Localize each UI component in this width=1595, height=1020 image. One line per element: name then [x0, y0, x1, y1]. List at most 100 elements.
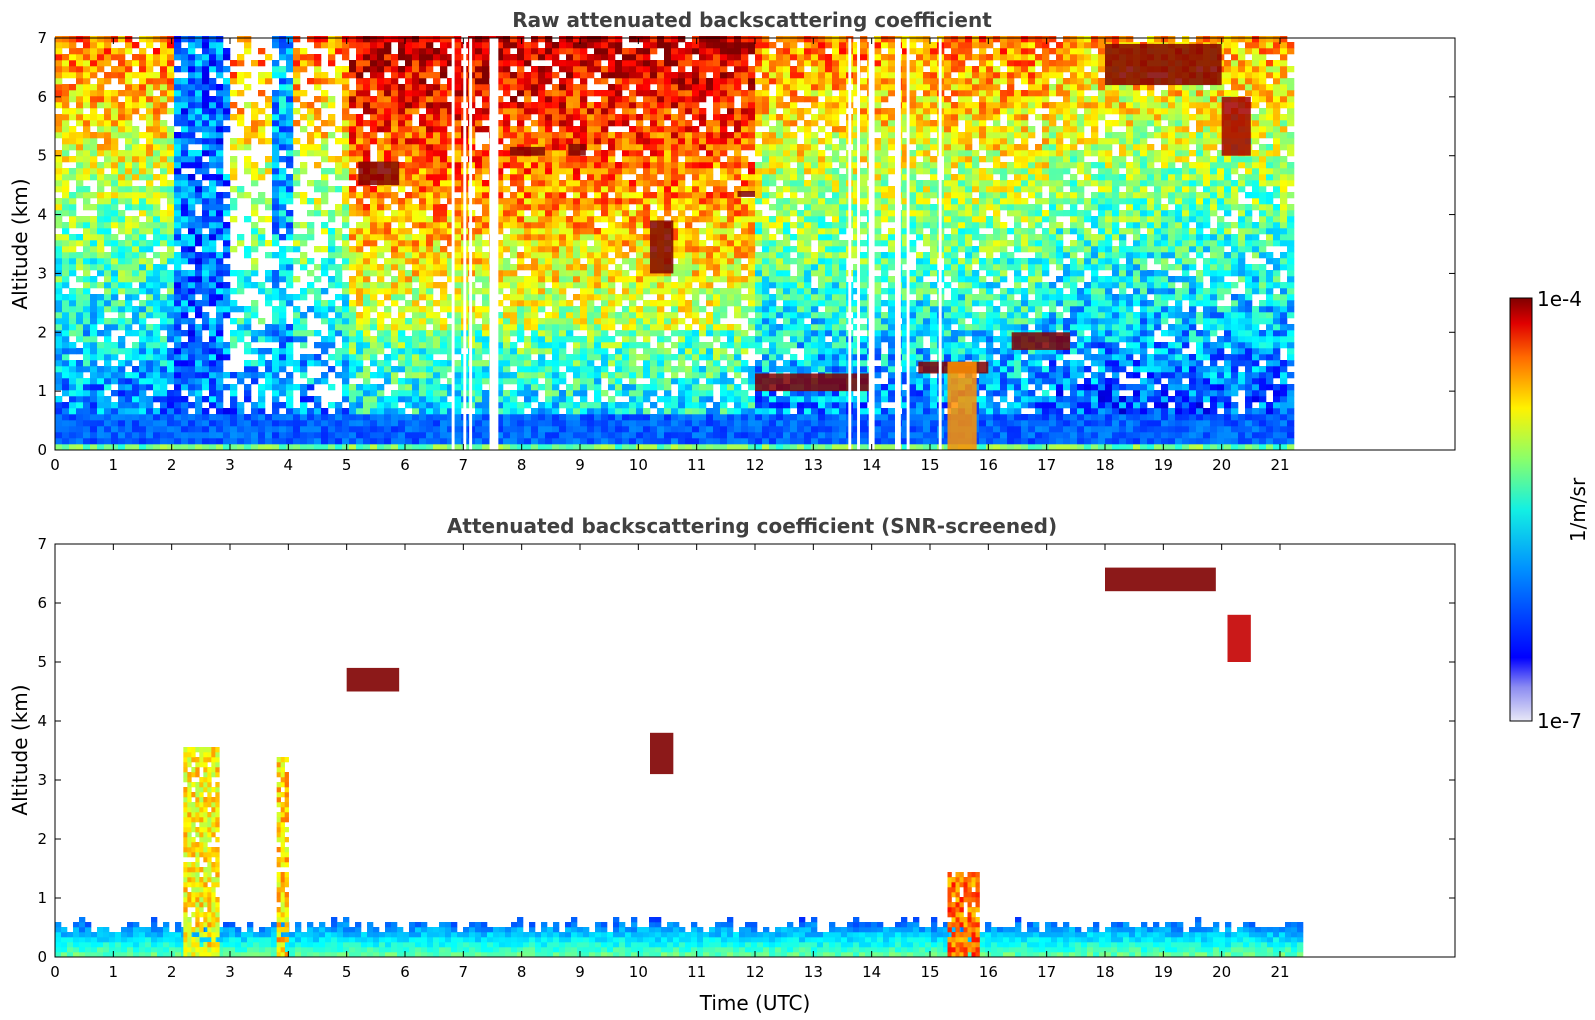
raw-cell: [503, 120, 511, 127]
raw-cell: [97, 168, 105, 175]
raw-cell: [55, 348, 63, 355]
raw-cell: [398, 264, 406, 271]
raw-cell: [391, 390, 399, 397]
raw-cell: [104, 138, 112, 145]
raw-cell: [377, 312, 385, 319]
raw-cell: [160, 438, 168, 445]
raw-cell: [608, 174, 616, 181]
raw-cell: [279, 42, 287, 49]
raw-cell: [251, 360, 259, 367]
raw-cell: [342, 72, 350, 79]
raw-cell: [104, 258, 112, 265]
raw-cell: [202, 120, 210, 127]
raw-cell: [496, 36, 504, 43]
raw-cell: [279, 192, 287, 199]
raw-cell: [552, 270, 560, 277]
raw-cell: [146, 42, 154, 49]
raw-cell: [83, 288, 91, 295]
raw-cell: [426, 114, 434, 121]
raw-cell: [475, 36, 483, 43]
raw-cell: [237, 330, 245, 337]
raw-cell: [391, 78, 399, 85]
raw-cell: [300, 240, 308, 247]
raw-cell: [412, 132, 420, 139]
raw-cell: [650, 372, 658, 379]
raw-cell: [230, 156, 238, 163]
raw-cell: [440, 348, 448, 355]
raw-cell: [125, 42, 133, 49]
raw-cell: [76, 390, 84, 397]
raw-cell: [62, 168, 70, 175]
raw-cell: [412, 48, 420, 55]
raw-cell: [286, 186, 294, 193]
raw-cell: [622, 120, 630, 127]
raw-cell: [629, 396, 637, 403]
raw-cell: [587, 324, 595, 331]
raw-cell: [580, 252, 588, 259]
raw-cell: [391, 66, 399, 73]
raw-cell: [580, 180, 588, 187]
raw-cell: [146, 330, 154, 337]
raw-cell: [279, 144, 287, 151]
raw-cell: [272, 186, 280, 193]
raw-cell: [601, 168, 609, 175]
raw-cell: [328, 186, 336, 193]
raw-cell: [384, 90, 392, 97]
raw-cell: [510, 84, 518, 91]
raw-cell: [482, 300, 490, 307]
raw-cell: [90, 438, 98, 445]
raw-cell: [62, 276, 70, 283]
raw-cell: [587, 216, 595, 223]
raw-cell: [412, 258, 420, 265]
raw-cell: [97, 228, 105, 235]
raw-cell: [573, 390, 581, 397]
raw-cell: [286, 84, 294, 91]
raw-cell: [279, 96, 287, 103]
raw-cell: [377, 318, 385, 325]
raw-cell: [167, 48, 175, 55]
raw-cell: [629, 282, 637, 289]
raw-cell: [356, 150, 364, 157]
raw-cell: [223, 90, 231, 97]
raw-cell: [104, 360, 112, 367]
raw-cell: [139, 324, 147, 331]
raw-cell: [258, 60, 266, 67]
raw-cell: [62, 318, 70, 325]
raw-cell: [482, 432, 490, 439]
raw-cell: [104, 210, 112, 217]
raw-cell: [510, 294, 518, 301]
raw-cell: [552, 60, 560, 67]
raw-cell: [244, 132, 252, 139]
raw-cell: [377, 102, 385, 109]
raw-cell: [174, 120, 182, 127]
raw-cell: [349, 258, 357, 265]
raw-cell: [384, 336, 392, 343]
raw-cell: [139, 246, 147, 253]
raw-cell: [146, 108, 154, 115]
raw-cell: [153, 222, 161, 229]
raw-cell: [293, 36, 301, 43]
raw-cell: [328, 324, 336, 331]
raw-cell: [643, 330, 651, 337]
raw-cell: [559, 342, 567, 349]
raw-cell: [258, 348, 266, 355]
raw-cell: [426, 54, 434, 61]
raw-cell: [475, 168, 483, 175]
raw-cell: [566, 36, 574, 43]
raw-cell: [286, 372, 294, 379]
raw-cell: [426, 402, 434, 409]
raw-cell: [636, 150, 644, 157]
raw-cell: [139, 72, 147, 79]
raw-cell: [342, 282, 350, 289]
raw-cell: [510, 276, 518, 283]
raw-cell: [447, 108, 455, 115]
raw-cell: [139, 288, 147, 295]
raw-cell: [69, 342, 77, 349]
raw-cell: [90, 366, 98, 373]
raw-cell: [503, 126, 511, 133]
raw-cell: [356, 36, 364, 43]
raw-cell: [580, 114, 588, 121]
raw-cell: [216, 372, 224, 379]
raw-cell: [419, 120, 427, 127]
raw-cell: [419, 432, 427, 439]
